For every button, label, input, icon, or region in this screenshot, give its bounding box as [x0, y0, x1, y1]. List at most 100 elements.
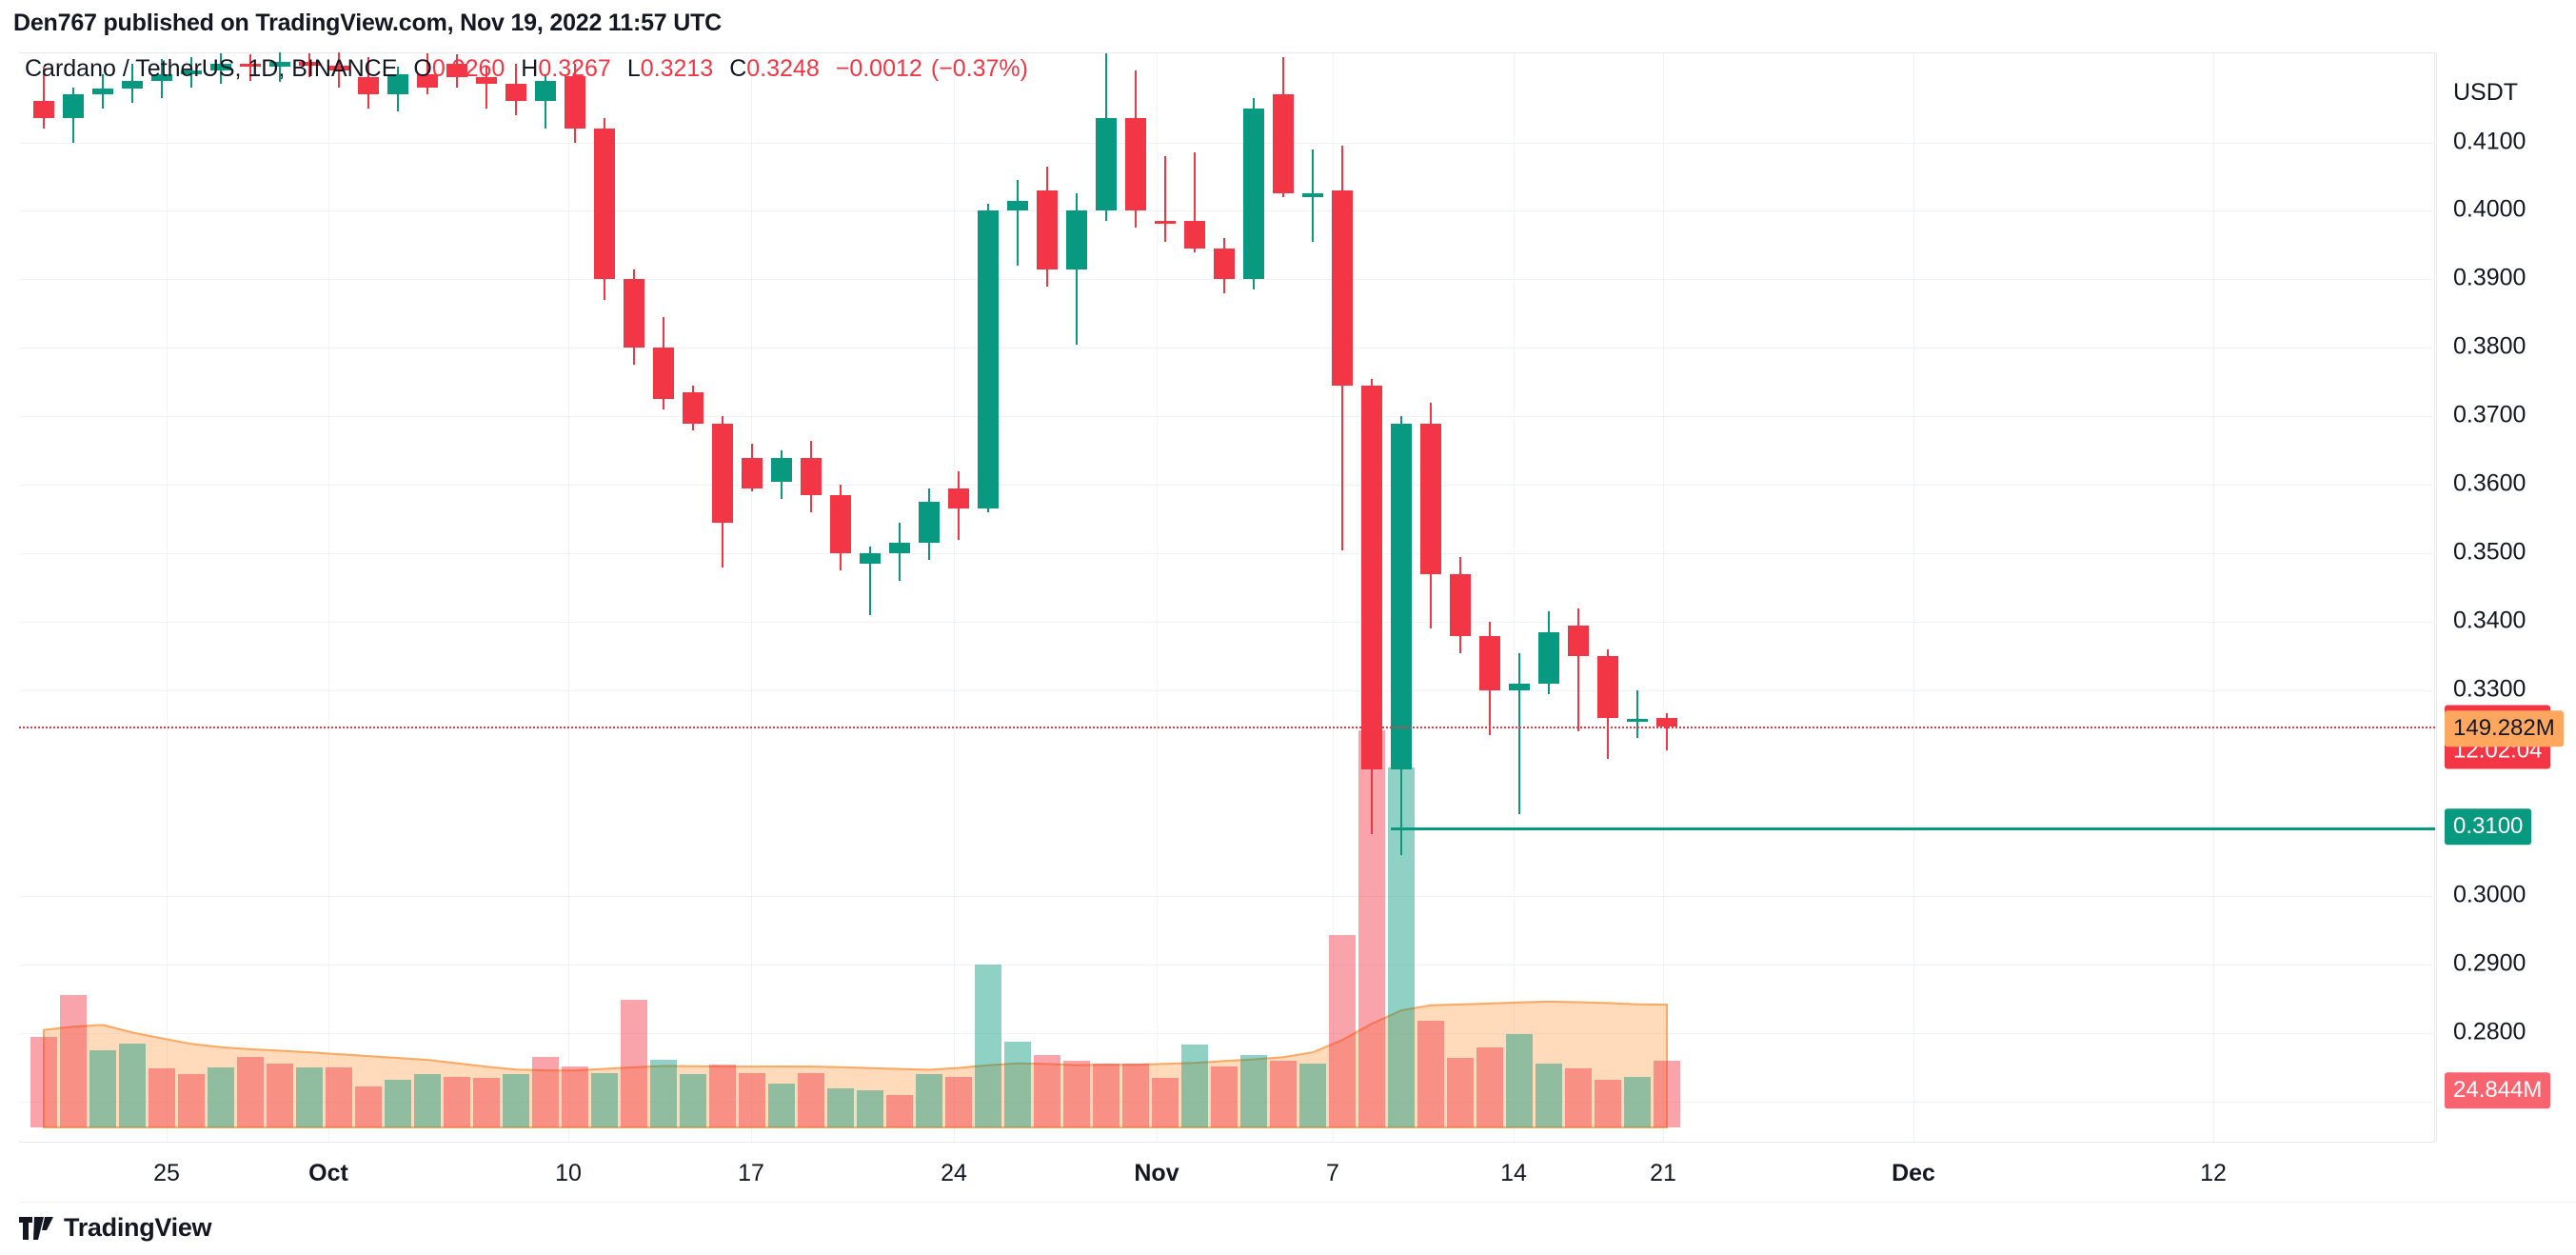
- volume-bar: [621, 999, 647, 1127]
- candle-body: [683, 392, 703, 424]
- grid-line-vertical: [2213, 53, 2214, 1143]
- grid-line-horizontal: [19, 485, 2435, 487]
- candle-body: [1361, 385, 1382, 769]
- volume-bar: [1329, 935, 1356, 1127]
- price-scale-tick: 0.3000: [2453, 881, 2526, 908]
- grid-line-horizontal: [19, 348, 2435, 349]
- grid-line-vertical: [1663, 53, 1664, 1143]
- candle-body: [1420, 423, 1441, 574]
- volume-bar: [414, 1074, 441, 1127]
- volume-bar: [798, 1072, 824, 1127]
- volume-bar: [1358, 729, 1385, 1127]
- volume-bar: [975, 965, 1001, 1127]
- volume-bar: [296, 1067, 323, 1127]
- candle-body: [299, 61, 320, 66]
- grid-line-horizontal: [19, 1032, 2435, 1034]
- grid-line-vertical: [1157, 53, 1158, 1143]
- volume-bar: [119, 1043, 146, 1127]
- volume-bar: [768, 1083, 795, 1127]
- candle-body: [1656, 717, 1677, 727]
- volume-bar: [827, 1088, 854, 1127]
- price-scale-tick: 0.2800: [2453, 1018, 2526, 1046]
- volume-bar: [326, 1067, 352, 1127]
- candle-body: [33, 101, 54, 119]
- volume-bar: [857, 1089, 883, 1127]
- volume-bar: [355, 1086, 382, 1127]
- volume-ma-badge[interactable]: 149.282M: [2445, 710, 2564, 747]
- support-price-badge[interactable]: 0.3100: [2445, 808, 2532, 845]
- volume-ma-value: 149.282M: [2453, 715, 2555, 742]
- candle-wick: [869, 547, 871, 615]
- candle-wick: [1518, 652, 1520, 814]
- candle-body: [978, 210, 999, 509]
- candle-body: [1214, 249, 1235, 280]
- candle-body: [151, 73, 172, 81]
- support-price-value: 0.3100: [2453, 813, 2524, 840]
- volume-bar: [1506, 1034, 1533, 1127]
- candle-body: [181, 70, 202, 74]
- volume-badge[interactable]: 24.844M: [2445, 1072, 2551, 1109]
- grid-line-vertical: [167, 53, 168, 1143]
- time-scale-tick: 25: [153, 1160, 180, 1186]
- volume-bar: [1624, 1076, 1651, 1127]
- price-scale-tick: 0.4100: [2453, 128, 2526, 155]
- candle-body: [210, 63, 231, 70]
- candle-wick: [1194, 152, 1196, 252]
- candle-body: [1597, 656, 1618, 718]
- grid-line-horizontal: [19, 622, 2435, 624]
- candle-body: [122, 80, 143, 90]
- candle-wick: [1164, 155, 1166, 242]
- candle-body: [476, 77, 497, 85]
- candle-body: [505, 84, 526, 102]
- candle-body: [1243, 108, 1264, 280]
- volume-bar: [1004, 1042, 1031, 1127]
- candle-body: [269, 61, 290, 68]
- price-scale-tick: 0.3400: [2453, 607, 2526, 634]
- candle-wick: [279, 51, 281, 83]
- volume-bar: [1447, 1058, 1474, 1127]
- grid-line-horizontal: [19, 142, 2435, 144]
- candle-body: [1125, 118, 1146, 211]
- candle-body: [63, 94, 84, 119]
- grid-line-horizontal: [19, 553, 2435, 555]
- time-scale-tick: 10: [555, 1160, 582, 1186]
- candle-body: [1568, 625, 1589, 657]
- chart-plot-area[interactable]: [19, 51, 2435, 1143]
- candle-body: [565, 76, 585, 129]
- grid-line-horizontal: [19, 690, 2435, 692]
- volume-bar: [1122, 1063, 1149, 1127]
- candle-body: [771, 457, 792, 482]
- time-scale-tick: 17: [738, 1160, 764, 1186]
- time-scale-tick: Dec: [1892, 1160, 1935, 1186]
- volume-ma-area: [43, 1000, 1668, 1128]
- volume-bar: [444, 1076, 470, 1127]
- candle-body: [240, 63, 261, 68]
- volume-bar: [1270, 1061, 1297, 1127]
- volume-bar: [149, 1068, 175, 1127]
- grid-line-vertical: [1333, 53, 1334, 1143]
- time-scale[interactable]: 25 Oct 10 17 24 Nov 7 14 21 Dec 12: [19, 1142, 2435, 1201]
- time-scale-tick: 12: [2200, 1160, 2227, 1186]
- price-scale[interactable]: USDT 0.4100 0.4000 0.3900 0.3800 0.3700 0.360…: [2436, 52, 2576, 1142]
- volume-bar: [1299, 1063, 1326, 1127]
- candle-body: [1302, 193, 1323, 198]
- grid-line-horizontal: [19, 1101, 2435, 1103]
- volume-bar: [267, 1063, 293, 1127]
- candle-body: [889, 543, 910, 554]
- candle-wick: [43, 67, 45, 129]
- grid-line-vertical: [568, 53, 569, 1143]
- candle-body: [830, 495, 851, 554]
- footer: TradingView: [19, 1202, 2576, 1243]
- grid-line-vertical: [328, 53, 329, 1143]
- candle-body: [742, 457, 763, 488]
- volume-bar: [385, 1079, 411, 1127]
- support-level-line[interactable]: [1391, 827, 2435, 831]
- volume-bar: [1152, 1078, 1179, 1127]
- grid-line-vertical: [751, 53, 752, 1143]
- price-scale-tick: 0.3300: [2453, 675, 2526, 703]
- candle-body: [417, 73, 438, 88]
- volume-bar: [89, 1049, 116, 1127]
- price-scale-tick: 0.3800: [2453, 332, 2526, 360]
- candle-body: [1096, 118, 1117, 211]
